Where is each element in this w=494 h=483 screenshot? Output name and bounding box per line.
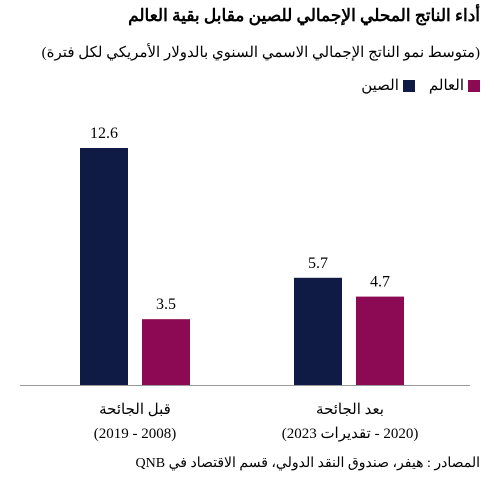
data-label-china-1: 5.7 <box>308 255 328 272</box>
bar-china-1 <box>294 277 342 385</box>
legend: الصين العالم <box>361 76 480 95</box>
bar-world-0 <box>142 319 190 385</box>
chart-title: أداء الناتج المحلي الإجمالي للصين مقابل … <box>128 6 480 25</box>
data-label-china-0: 12.6 <box>90 125 118 142</box>
category-sublabel-1: (2020 - تقديرات 2023) <box>282 426 419 442</box>
legend-label-china: الصين <box>361 78 399 94</box>
source-note: المصادر : هيفر، صندوق النقد الدولي، قسم … <box>135 456 480 471</box>
data-label-world-0: 3.5 <box>156 296 176 313</box>
category-sublabel-0: (2008 - 2019) <box>94 426 177 442</box>
category-label-0: قبل الجائحة <box>99 402 171 418</box>
data-label-world-1: 4.7 <box>370 274 390 291</box>
legend-swatch-world <box>468 79 480 92</box>
bar-china-0 <box>80 148 128 385</box>
legend-item-world: العالم <box>429 76 480 95</box>
chart-subtitle: (متوسط نمو الناتج الإجمالي الاسمي السنوي… <box>41 45 480 61</box>
bar-chart: 12.6 3.5 قبل الجائحة (2008 - 2019) 5.7 4.7 بعد… <box>20 125 470 442</box>
legend-item-china: الصين <box>361 76 415 95</box>
legend-swatch-china <box>402 79 415 92</box>
bar-world-1 <box>356 296 404 385</box>
category-label-1: بعد الجائحة <box>316 402 384 418</box>
legend-label-world: العالم <box>428 78 464 94</box>
